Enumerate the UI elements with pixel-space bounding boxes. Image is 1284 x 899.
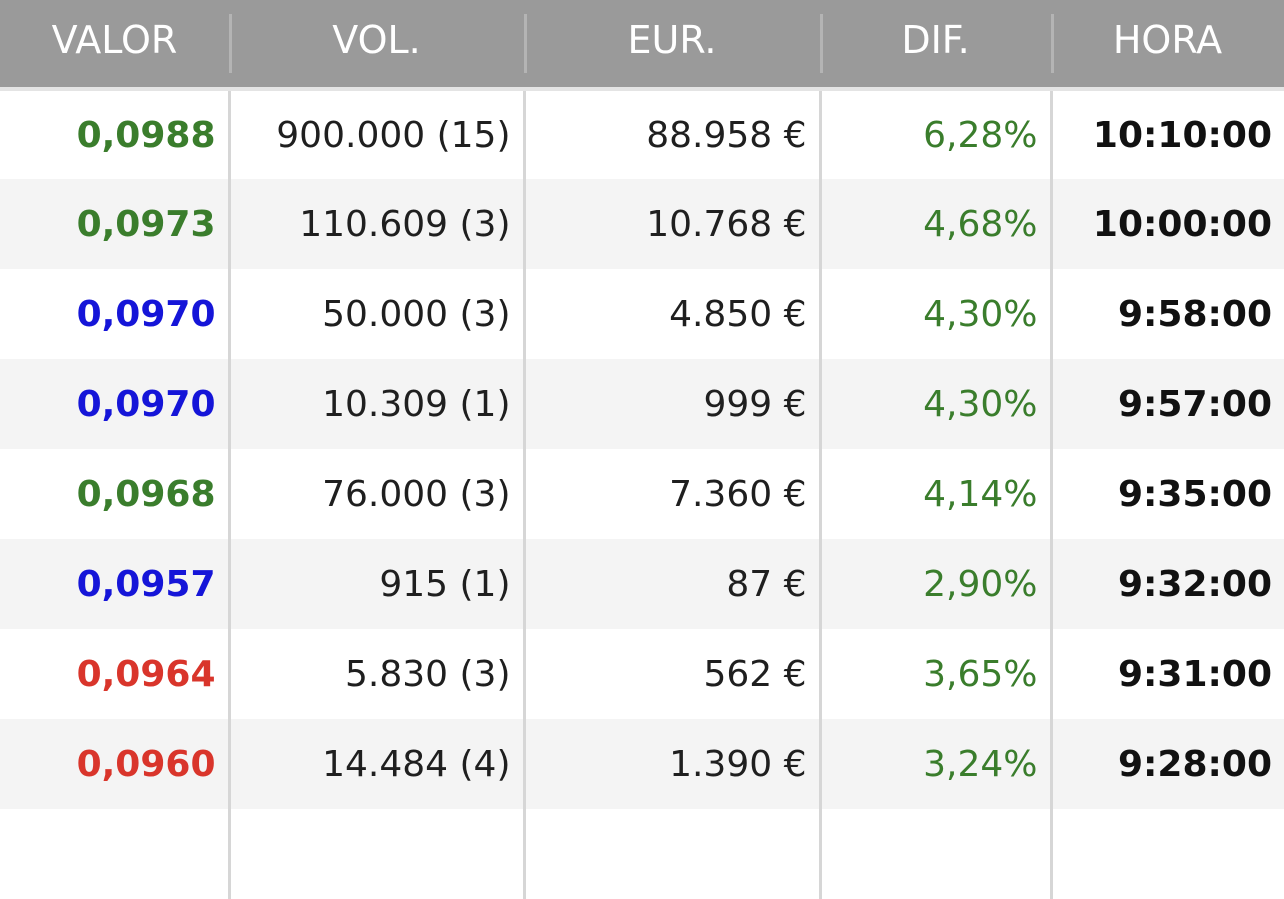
- valor-cell: 0,0964: [76, 653, 216, 695]
- table-row: 0,0973 110.609 (3) 10.768 € 4,68% 10:00:…: [0, 179, 1284, 269]
- table-row: 0,0960 14.484 (4) 1.390 € 3,24% 9:28:00: [0, 719, 1284, 809]
- eur-cell: 10.768 €: [522, 179, 820, 269]
- vol-cell: 915 (1): [227, 539, 524, 629]
- vol-cell: 900.000 (15): [227, 89, 524, 179]
- dif-cell: 3,24%: [818, 719, 1051, 809]
- valor-cell: 0,0970: [76, 293, 216, 335]
- eur-cell: 1.390 €: [522, 719, 820, 809]
- column-header-vol[interactable]: VOL.: [229, 0, 524, 91]
- valor-cell: 0,0973: [76, 203, 216, 245]
- dif-cell: 4,68%: [818, 179, 1051, 269]
- table-row: [0, 809, 1284, 899]
- table-row: 0,0964 5.830 (3) 562 € 3,65% 9:31:00: [0, 629, 1284, 719]
- vol-cell: 5.830 (3): [227, 629, 524, 719]
- table-row: 0,0970 10.309 (1) 999 € 4,30% 9:57:00: [0, 359, 1284, 449]
- eur-cell: 87 €: [522, 539, 820, 629]
- hora-cell: 9:32:00: [1049, 539, 1284, 629]
- eur-cell: 999 €: [522, 359, 820, 449]
- dif-cell: [818, 809, 1051, 899]
- vol-cell: 76.000 (3): [227, 449, 524, 539]
- valor-cell: 0,0968: [76, 473, 216, 515]
- dif-cell: 4,30%: [818, 359, 1051, 449]
- vol-cell: 110.609 (3): [227, 179, 524, 269]
- table-body: 0,0988 900.000 (15) 88.958 € 6,28% 10:10…: [0, 89, 1284, 899]
- valor-cell: 0,0970: [76, 383, 216, 425]
- hora-cell: 9:58:00: [1049, 269, 1284, 359]
- valor-cell: 0,0957: [76, 563, 216, 605]
- vol-cell: 10.309 (1): [227, 359, 524, 449]
- vol-cell: 14.484 (4): [227, 719, 524, 809]
- column-header-hora[interactable]: HORA: [1051, 0, 1284, 91]
- dif-cell: 6,28%: [818, 89, 1051, 179]
- table-row: 0,0957 915 (1) 87 € 2,90% 9:32:00: [0, 539, 1284, 629]
- table-row: 0,0970 50.000 (3) 4.850 € 4,30% 9:58:00: [0, 269, 1284, 359]
- dif-cell: 2,90%: [818, 539, 1051, 629]
- hora-cell: 9:31:00: [1049, 629, 1284, 719]
- vol-cell: 50.000 (3): [227, 269, 524, 359]
- eur-cell: 4.850 €: [522, 269, 820, 359]
- hora-cell: 9:57:00: [1049, 359, 1284, 449]
- dif-cell: 4,30%: [818, 269, 1051, 359]
- eur-cell: 562 €: [522, 629, 820, 719]
- valor-cell: 0,0960: [76, 743, 216, 785]
- eur-cell: 7.360 €: [522, 449, 820, 539]
- valor-cell: 0,0988: [76, 114, 216, 156]
- eur-cell: [522, 809, 820, 899]
- eur-cell: 88.958 €: [522, 89, 820, 179]
- hora-cell: [1049, 809, 1284, 899]
- column-header-eur[interactable]: EUR.: [524, 0, 820, 91]
- header-row: VALOR VOL. EUR. DIF. HORA: [0, 0, 1284, 91]
- hora-cell: 9:35:00: [1049, 449, 1284, 539]
- hora-cell: 10:00:00: [1049, 179, 1284, 269]
- table-header: VALOR VOL. EUR. DIF. HORA: [0, 0, 1284, 91]
- table-row: 0,0988 900.000 (15) 88.958 € 6,28% 10:10…: [0, 89, 1284, 179]
- dif-cell: 4,14%: [818, 449, 1051, 539]
- hora-cell: 10:10:00: [1049, 89, 1284, 179]
- dif-cell: 3,65%: [818, 629, 1051, 719]
- table-row: 0,0968 76.000 (3) 7.360 € 4,14% 9:35:00: [0, 449, 1284, 539]
- valor-cell: [0, 809, 229, 899]
- column-header-valor[interactable]: VALOR: [0, 0, 229, 91]
- hora-cell: 9:28:00: [1049, 719, 1284, 809]
- vol-cell: [227, 809, 524, 899]
- column-header-dif[interactable]: DIF.: [820, 0, 1051, 91]
